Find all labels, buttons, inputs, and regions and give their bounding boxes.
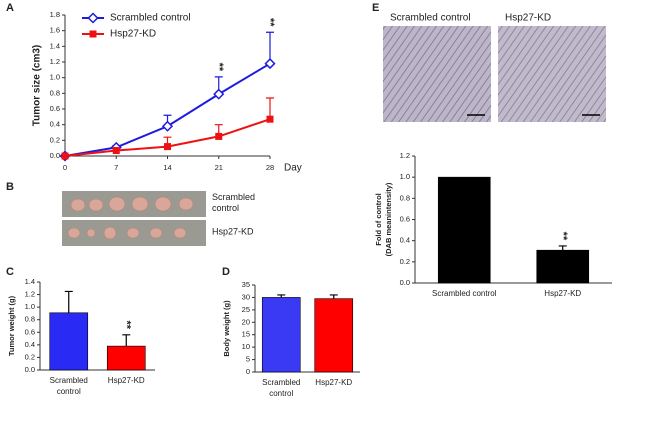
panel-letter: D xyxy=(222,266,230,278)
y-tick-label: 30 xyxy=(242,292,250,301)
significance: ** xyxy=(120,321,132,330)
y-tick-label: 0.0 xyxy=(400,278,410,287)
x-tick-label: Scrambled control xyxy=(50,376,88,396)
y-tick-label: 0.2 xyxy=(50,135,60,144)
y-tick-label: 1.4 xyxy=(50,41,60,50)
x-tick-label: Scrambled control xyxy=(432,289,497,298)
y-tick-label: 0.6 xyxy=(400,214,410,223)
y-tick-label: 1.6 xyxy=(50,26,60,35)
bar xyxy=(437,176,491,284)
y-tick-label: 1.4 xyxy=(25,277,35,286)
y-tick-label: 0.4 xyxy=(25,340,35,349)
y-tick-label: 1.2 xyxy=(50,57,60,66)
y-tick-label: 5 xyxy=(246,355,250,364)
y-tick-label: 0.2 xyxy=(25,352,35,361)
bar xyxy=(106,345,146,371)
error-bar xyxy=(122,334,131,347)
y-tick-label: 1.2 xyxy=(25,290,35,299)
y-tick-label: 0.0 xyxy=(25,365,35,374)
y-tick-label: 0 xyxy=(246,367,250,376)
marker xyxy=(161,120,174,132)
marker xyxy=(164,143,171,151)
panel-letter: B xyxy=(6,181,14,193)
error-bar xyxy=(266,97,274,120)
y-tick-label: 0.2 xyxy=(400,257,410,266)
x-tick-label: Scrambled control xyxy=(262,378,300,398)
y-tick-label: 0.4 xyxy=(400,236,410,245)
x-axis-label: Day xyxy=(284,163,302,174)
y-tick-label: 15 xyxy=(242,330,250,339)
y-tick-label: 10 xyxy=(242,342,250,351)
y-tick-label: 1.0 xyxy=(400,172,410,181)
error-bar xyxy=(277,294,286,298)
ihc-images xyxy=(383,26,606,122)
y-tick-label: 0.6 xyxy=(50,104,60,113)
y-axis-label: (DAB meanintensity) xyxy=(384,182,393,256)
x-tick-label: 0 xyxy=(63,163,67,172)
y-tick-label: 35 xyxy=(242,280,250,289)
marker xyxy=(213,88,225,100)
legend-label: Hsp27-KD xyxy=(110,29,156,40)
image-label: Scrambled control xyxy=(390,13,471,24)
bar xyxy=(261,297,301,373)
marker xyxy=(266,115,274,123)
y-tick-label: 0.8 xyxy=(25,315,35,324)
panel-letter: E xyxy=(372,2,379,14)
significance: ** xyxy=(213,63,225,72)
x-tick-label: Hsp27-KD xyxy=(315,378,352,387)
error-bar xyxy=(558,245,567,251)
significance: ** xyxy=(557,232,569,241)
y-tick-label: 1.0 xyxy=(50,73,60,82)
y-tick-label: 1.2 xyxy=(400,151,410,160)
y-axis-label: Tumor weight (g) xyxy=(7,295,16,356)
x-tick-label: Hsp27-KD xyxy=(108,376,145,385)
y-tick-label: 25 xyxy=(242,305,250,314)
marker xyxy=(215,132,223,140)
x-tick-label: Hsp27-KD xyxy=(544,289,581,298)
tumor-photo xyxy=(62,191,206,246)
y-axis-label: Body weight (g) xyxy=(222,300,231,357)
y-axis-label: Tumor size (cm3) xyxy=(32,45,43,127)
image-label: Hsp27-KD xyxy=(505,13,551,24)
y-tick-label: 0.6 xyxy=(25,327,35,336)
legend-label: Scrambled control xyxy=(110,13,191,24)
y-tick-label: 0.4 xyxy=(50,120,60,129)
y-tick-label: 0.0 xyxy=(50,151,60,160)
photo-row-label: Scrambled control xyxy=(212,192,255,213)
photo-row-label: Hsp27-KD xyxy=(212,226,254,236)
marker xyxy=(264,58,276,70)
error-bar xyxy=(64,290,73,313)
legend-box xyxy=(75,7,227,44)
y-tick-label: 1.0 xyxy=(25,302,35,311)
x-tick-label: 21 xyxy=(215,163,223,172)
panel-letter: A xyxy=(6,2,14,14)
legend-marker xyxy=(87,12,99,24)
y-axis-label: Fold of control xyxy=(374,193,383,246)
significance: ** xyxy=(264,18,276,27)
legend-marker xyxy=(89,30,97,38)
y-tick-label: 20 xyxy=(242,317,250,326)
panel-letter: C xyxy=(6,266,14,278)
x-tick-label: 14 xyxy=(163,163,171,172)
bar xyxy=(49,312,89,371)
x-tick-label: 7 xyxy=(114,163,118,172)
marker xyxy=(61,152,69,160)
bar xyxy=(536,249,590,284)
bar xyxy=(314,298,354,373)
x-tick-label: 28 xyxy=(266,163,274,172)
marker xyxy=(112,147,120,155)
y-tick-label: 0.8 xyxy=(400,193,410,202)
error-bar xyxy=(329,294,338,299)
y-tick-label: 0.8 xyxy=(50,88,60,97)
y-tick-label: 1.8 xyxy=(50,10,60,19)
